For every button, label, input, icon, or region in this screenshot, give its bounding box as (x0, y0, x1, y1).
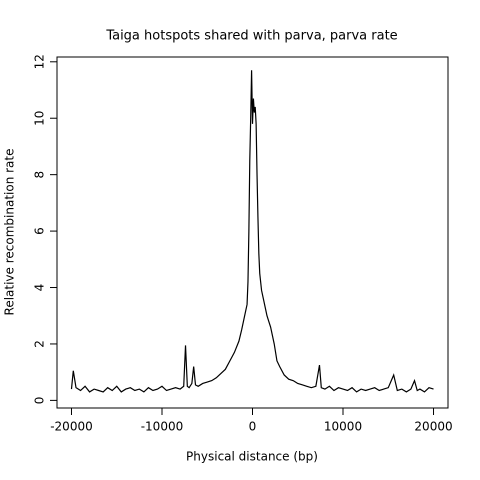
y-tick-label: 10 (33, 111, 47, 126)
x-tick-label: 20000 (414, 420, 452, 434)
x-axis-label: Physical distance (bp) (186, 450, 318, 464)
y-tick-label: 4 (33, 284, 47, 292)
x-tick-label: -20000 (50, 420, 93, 434)
x-tick-label: 10000 (324, 420, 362, 434)
y-tick-label: 8 (33, 171, 47, 179)
y-tick-label: 2 (33, 340, 47, 348)
y-tick-label: 0 (33, 397, 47, 405)
y-tick-label: 6 (33, 227, 47, 235)
data-line (70, 70, 434, 393)
x-tick-label: 0 (249, 420, 257, 434)
chart-title: Taiga hotspots shared with parva, parva … (105, 29, 397, 44)
x-tick-label: -10000 (141, 420, 184, 434)
y-tick-label: 12 (33, 54, 47, 69)
y-axis-label: Relative recombination rate (3, 149, 17, 316)
